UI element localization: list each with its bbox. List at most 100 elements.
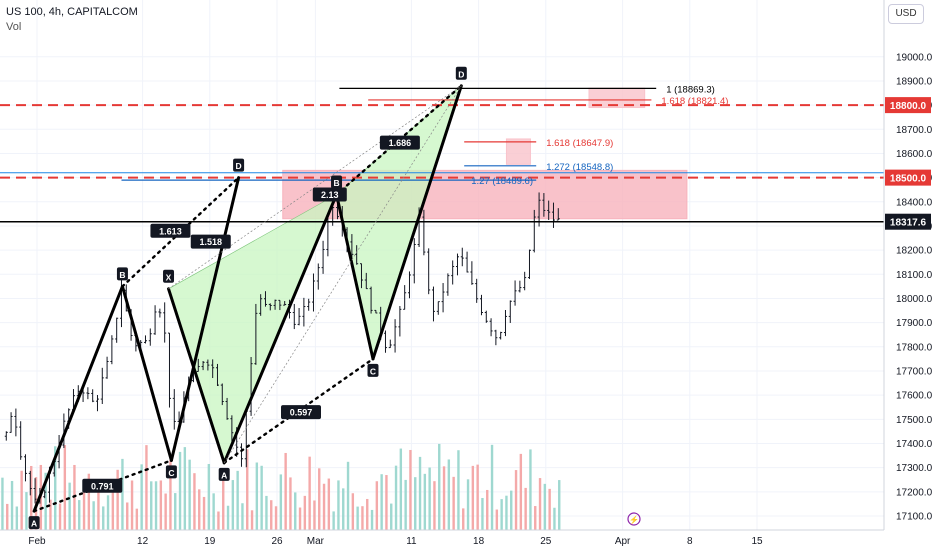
event-marker-icon — [627, 512, 641, 526]
price-tag-box — [885, 213, 931, 230]
volume-bar — [390, 503, 393, 530]
volume-bar — [553, 507, 556, 530]
volume-bar — [457, 450, 460, 530]
volume-bar — [49, 499, 52, 530]
fib-label: 1.618 (18821.4) — [661, 96, 728, 107]
volume-bar — [217, 511, 220, 530]
volume-bar — [97, 487, 100, 530]
volume-bar — [30, 465, 33, 530]
volume-bar — [10, 480, 14, 530]
volume-bar — [452, 476, 455, 530]
volume-bar — [558, 480, 561, 530]
volume-bar — [514, 470, 518, 530]
volume-bar — [102, 506, 105, 530]
x-tick-label: Mar — [307, 536, 325, 547]
y-tick-label: 17500.0 — [896, 415, 932, 426]
fib-layer: 1 (18869.3)1.618 (18821.4) 1.618 (18647.9… — [121, 84, 728, 187]
y-tick-label: 17100.0 — [896, 512, 932, 523]
volume-bar — [303, 495, 307, 530]
p2-point-x-box — [163, 269, 175, 283]
volume-bar — [370, 509, 374, 530]
p2-ratio-label: 2.13 — [321, 190, 339, 200]
volume-bar — [1, 477, 4, 530]
x-tick-label: 15 — [751, 536, 763, 547]
x-tick-label: 26 — [271, 536, 283, 547]
volume-bar — [510, 490, 513, 530]
price-tag-label: 18317.6 — [890, 218, 927, 229]
p1-point-d: D — [236, 161, 242, 171]
price-tag-box — [885, 169, 931, 186]
price-tag-label: 18800.0 — [890, 101, 927, 112]
pattern-layer: 0.791 1.613 1.518 1.686 0.597 2.13 A B C D X A B C D — [28, 66, 467, 530]
p1-ratio-label-box — [190, 234, 231, 249]
y-tick-label: 18200.0 — [896, 246, 932, 257]
volume-bar — [183, 447, 187, 530]
p2-point-a-box — [218, 467, 230, 481]
y-tick-label: 19000.0 — [896, 52, 932, 63]
volume-bar — [548, 488, 551, 530]
volume-bar — [174, 493, 177, 530]
y-tick-label: 18400.0 — [896, 197, 932, 208]
y-tick-label: 18900.0 — [896, 76, 932, 87]
volume-bar — [438, 443, 441, 530]
volume-bar — [241, 503, 244, 530]
volume-bar — [193, 473, 196, 530]
p2-ratio-label-box — [281, 405, 321, 420]
volume-bar — [135, 508, 139, 530]
volume-bar — [394, 465, 398, 530]
fib-label: 1.618 (18647.9) — [546, 138, 613, 149]
p1-ratio-label-box — [150, 223, 191, 238]
y-tick-label: 17400.0 — [896, 439, 932, 450]
volume-bar — [313, 500, 316, 530]
volume-bar — [318, 468, 321, 530]
p2-ratio-label-box — [312, 187, 347, 202]
volume-bar — [54, 446, 57, 530]
volume-bar — [188, 459, 191, 530]
volume-bar — [308, 456, 311, 530]
volume-bar — [433, 481, 436, 530]
volume-bar — [274, 506, 278, 530]
p1-point-c: C — [168, 468, 174, 478]
price-axis: 17100.0 17200.0 17300.0 17400.0 17500.0 17600… — [883, 0, 932, 550]
y-tick-label: 17600.0 — [896, 391, 932, 402]
p2-point-d-box — [455, 66, 467, 80]
volume-bar — [82, 480, 86, 530]
volume-bar — [366, 498, 369, 530]
x-tick-label: 11 — [406, 536, 417, 547]
p1-point-a: A — [31, 519, 37, 529]
volume-bar — [505, 495, 508, 530]
p2-ratio-bd — [335, 84, 463, 196]
p2-ratio-xd — [168, 85, 462, 290]
volume-bar — [159, 480, 163, 530]
volume-bar — [409, 449, 412, 530]
p1-point-c-box — [165, 465, 177, 479]
p2-ratio-label-box — [379, 135, 420, 150]
p1-leg-ab — [32, 284, 124, 513]
currency-button[interactable]: USD — [888, 4, 924, 24]
volume-bar — [68, 482, 71, 530]
volume-bar — [150, 481, 153, 530]
volume-bar — [145, 445, 148, 530]
volume-bar — [116, 469, 119, 530]
p1-ratio-label: 1.518 — [199, 237, 222, 247]
volume-bar — [342, 488, 345, 530]
volume-bar — [6, 503, 9, 530]
volume-bar — [25, 492, 28, 530]
volume-bar — [270, 500, 273, 530]
volume-bar — [538, 478, 542, 530]
volume-bar — [327, 478, 331, 530]
volume-bar — [481, 497, 484, 530]
price-tag-box — [885, 97, 931, 114]
y-tick-label: 17700.0 — [896, 366, 932, 377]
volume-bar — [375, 481, 379, 530]
volume-bar — [130, 480, 134, 530]
volume-bar — [111, 479, 115, 530]
x-tick-label: 8 — [687, 536, 693, 547]
y-tick-label: 18100.0 — [896, 270, 932, 281]
volume-bar — [169, 459, 172, 530]
p2-ratio-label: 1.686 — [389, 138, 412, 148]
chart-header: US 100, 4h, CAPITALCOM Vol — [6, 6, 138, 33]
